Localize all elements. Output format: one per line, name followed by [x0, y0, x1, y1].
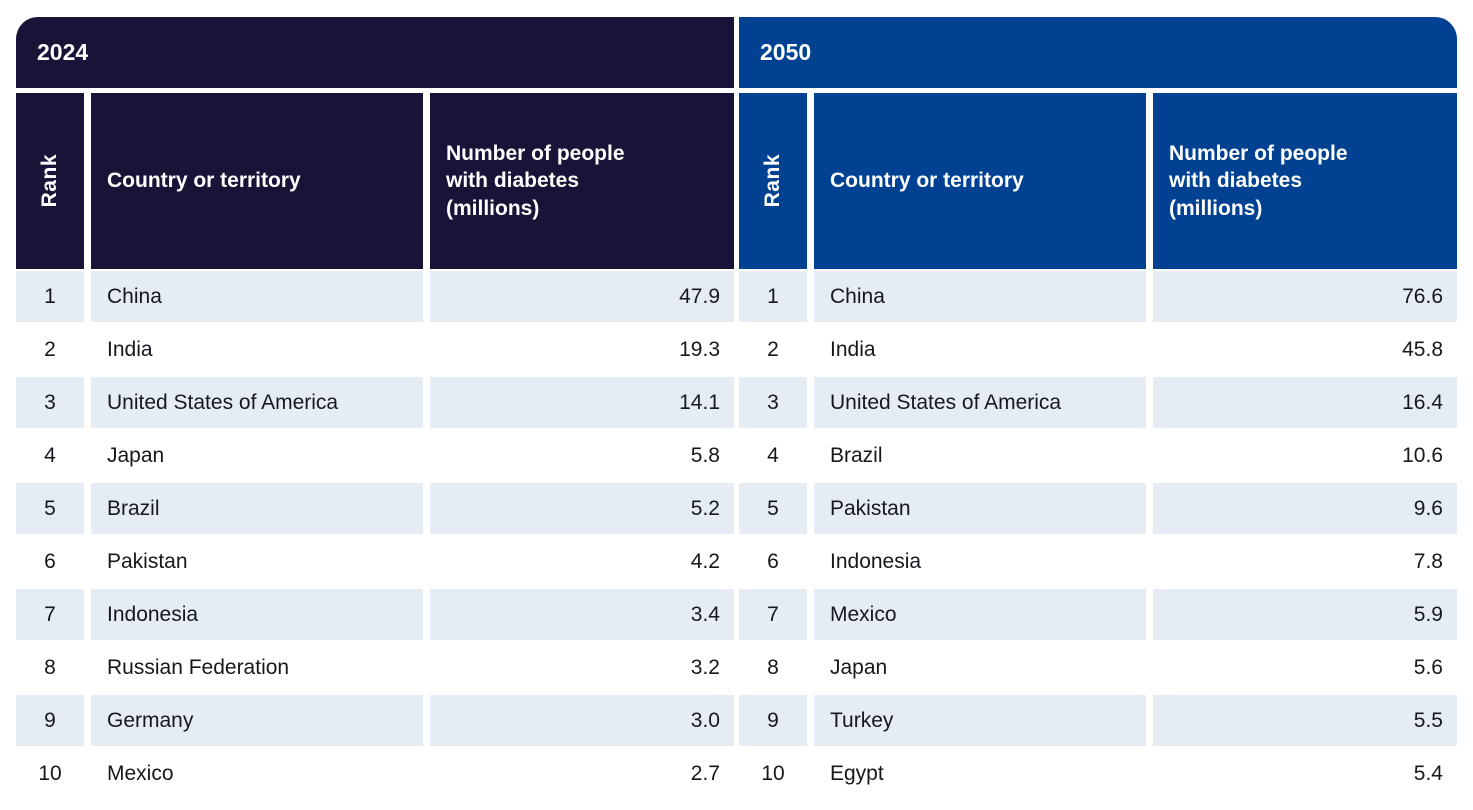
table-row-value-cell: 45.8 [1153, 324, 1457, 375]
table-row-country-cell: Japan [91, 430, 423, 481]
table-row-rank-cell: 3 [739, 377, 807, 428]
table-row-rank-cell: 9 [16, 695, 84, 746]
table-panel-2050: 2050 Rank Country or territory Number of… [739, 17, 1457, 799]
table-row-country-cell: Turkey [814, 695, 1146, 746]
table-row-country-cell: India [814, 324, 1146, 375]
table-grid-2050: Rank Country or territory Number of peop… [739, 93, 1457, 799]
table-row-country-cell: Pakistan [814, 483, 1146, 534]
table-row-country-cell: China [91, 271, 423, 322]
table-row-country-cell: United States of America [91, 377, 423, 428]
table-row-country-cell: China [814, 271, 1146, 322]
table-row-rank-cell: 5 [739, 483, 807, 534]
table-row-country-cell: United States of America [814, 377, 1146, 428]
column-header-rank: Rank [16, 93, 84, 269]
table-row-rank-cell: 10 [16, 748, 84, 799]
table-row-value-cell: 3.4 [430, 589, 734, 640]
table-row-value-cell: 5.6 [1153, 642, 1457, 693]
table-row-value-cell: 3.2 [430, 642, 734, 693]
column-header-value: Number of people with diabetes (millions… [430, 93, 734, 269]
table-row-rank-cell: 2 [16, 324, 84, 375]
table-row-rank-cell: 10 [739, 748, 807, 799]
table-row-rank-cell: 6 [16, 536, 84, 587]
table-row-value-cell: 5.9 [1153, 589, 1457, 640]
table-row-country-cell: Indonesia [91, 589, 423, 640]
table-row-rank-cell: 5 [16, 483, 84, 534]
table-row-country-cell: Germany [91, 695, 423, 746]
table-row-value-cell: 3.0 [430, 695, 734, 746]
table-row-rank-cell: 2 [739, 324, 807, 375]
tables-container: 2024 Rank Country or territory Number of… [16, 17, 1457, 799]
table-row-country-cell: Brazil [91, 483, 423, 534]
table-row-value-cell: 7.8 [1153, 536, 1457, 587]
table-row-value-cell: 2.7 [430, 748, 734, 799]
table-row-value-cell: 76.6 [1153, 271, 1457, 322]
column-header-rank-label: Rank [38, 154, 62, 208]
table-row-rank-cell: 9 [739, 695, 807, 746]
table-row-rank-cell: 7 [739, 589, 807, 640]
table-row-country-cell: Brazil [814, 430, 1146, 481]
table-row-value-cell: 5.5 [1153, 695, 1457, 746]
table-row-value-cell: 19.3 [430, 324, 734, 375]
column-header-value: Number of people with diabetes (millions… [1153, 93, 1457, 269]
table-grid-2024: Rank Country or territory Number of peop… [16, 93, 734, 799]
table-row-value-cell: 10.6 [1153, 430, 1457, 481]
table-row-value-cell: 4.2 [430, 536, 734, 587]
table-row-value-cell: 5.4 [1153, 748, 1457, 799]
table-row-rank-cell: 8 [16, 642, 84, 693]
table-row-country-cell: Indonesia [814, 536, 1146, 587]
table-row-value-cell: 5.2 [430, 483, 734, 534]
table-row-rank-cell: 7 [16, 589, 84, 640]
table-row-country-cell: Egypt [814, 748, 1146, 799]
column-header-country: Country or territory [814, 93, 1146, 269]
table-row-rank-cell: 1 [16, 271, 84, 322]
table-row-country-cell: India [91, 324, 423, 375]
table-row-value-cell: 5.8 [430, 430, 734, 481]
column-header-country: Country or territory [91, 93, 423, 269]
table-row-value-cell: 47.9 [430, 271, 734, 322]
table-row-country-cell: Pakistan [91, 536, 423, 587]
column-header-rank-label: Rank [761, 154, 785, 208]
column-header-rank: Rank [739, 93, 807, 269]
table-row-value-cell: 16.4 [1153, 377, 1457, 428]
table-title-2024: 2024 [16, 17, 734, 88]
table-row-value-cell: 14.1 [430, 377, 734, 428]
table-row-rank-cell: 8 [739, 642, 807, 693]
table-row-rank-cell: 3 [16, 377, 84, 428]
table-title-2050: 2050 [739, 17, 1457, 88]
table-row-rank-cell: 6 [739, 536, 807, 587]
table-row-rank-cell: 4 [16, 430, 84, 481]
table-row-value-cell: 9.6 [1153, 483, 1457, 534]
table-row-country-cell: Russian Federation [91, 642, 423, 693]
table-row-country-cell: Mexico [814, 589, 1146, 640]
table-panel-2024: 2024 Rank Country or territory Number of… [16, 17, 734, 799]
table-row-rank-cell: 1 [739, 271, 807, 322]
table-row-rank-cell: 4 [739, 430, 807, 481]
table-row-country-cell: Mexico [91, 748, 423, 799]
table-row-country-cell: Japan [814, 642, 1146, 693]
